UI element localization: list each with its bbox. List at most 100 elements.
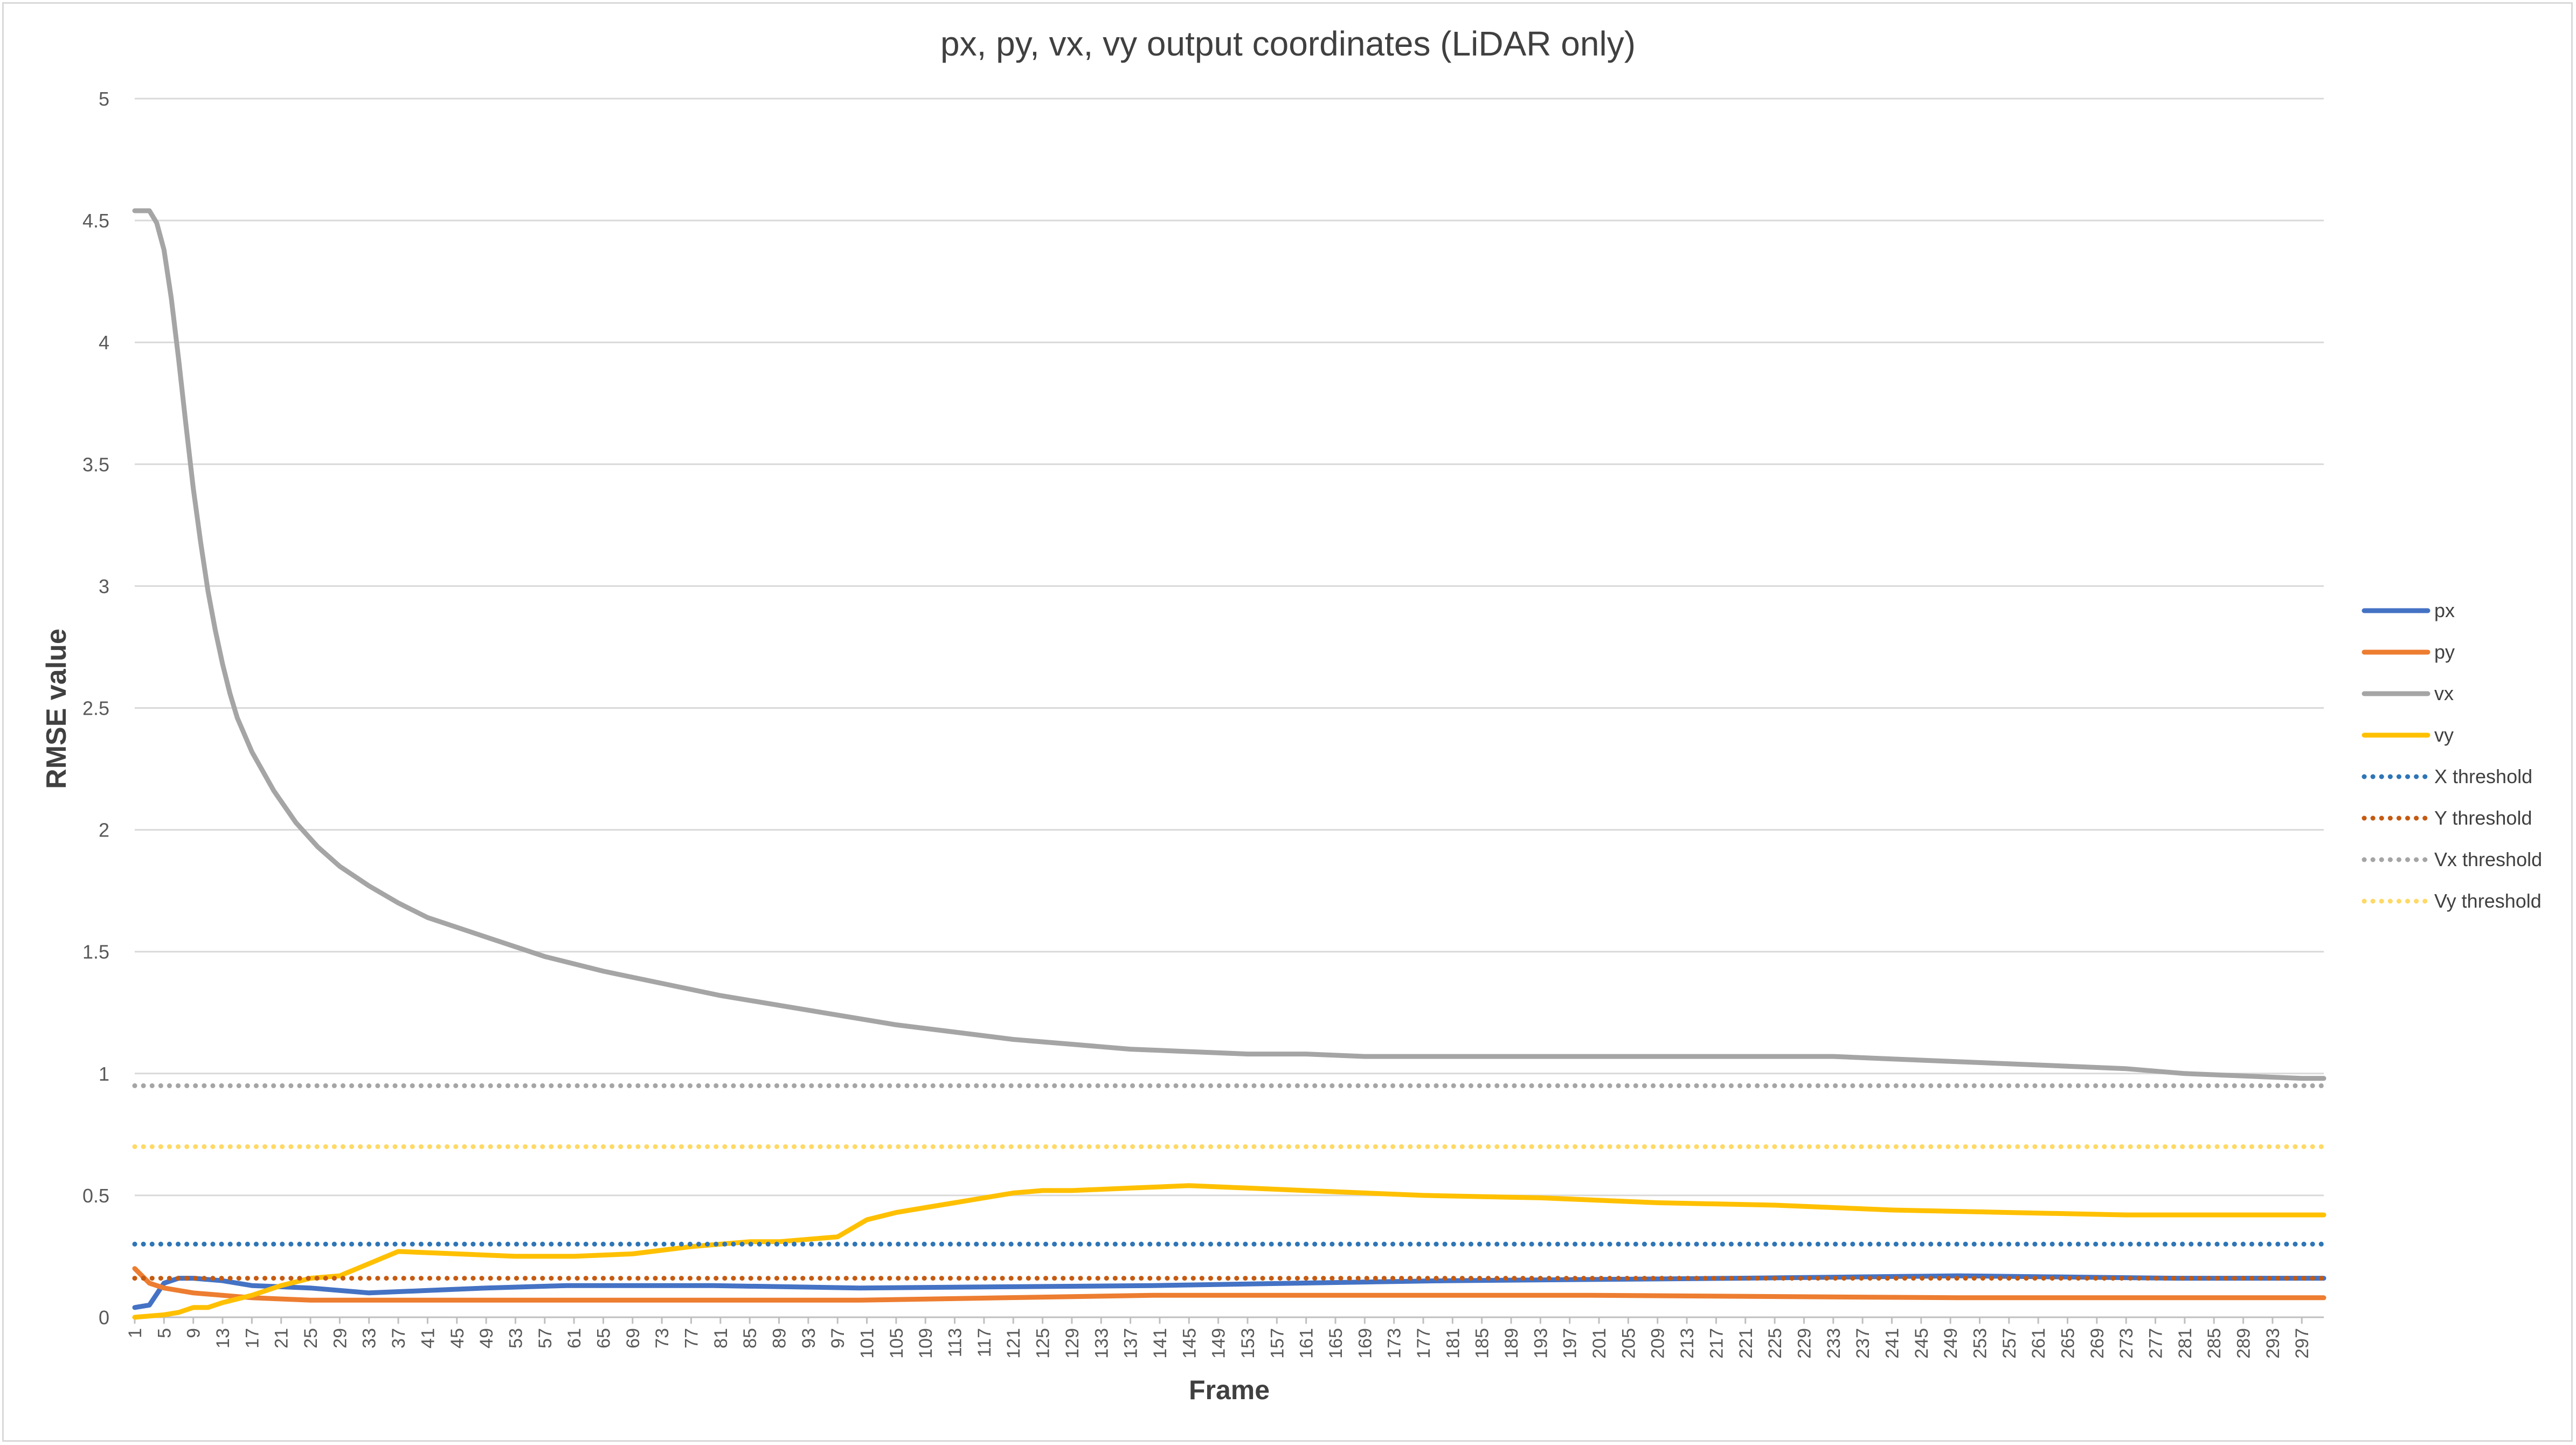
x-tick-label: 197 [1560, 1328, 1581, 1359]
x-tick-label: 137 [1121, 1328, 1141, 1359]
x-tick-label: 169 [1355, 1328, 1375, 1359]
x-tick-label: 117 [974, 1328, 995, 1357]
x-tick-label: 65 [593, 1328, 614, 1349]
x-tick-label: 225 [1765, 1328, 1785, 1359]
y-tick-labels: 0 0.5 1 1.5 2 2.5 3 3.5 4 4.5 5 [82, 88, 109, 1329]
legend-label: Vx threshold [2434, 848, 2542, 870]
x-tick-label: 1 [125, 1328, 146, 1338]
x-tick-label: 289 [2234, 1328, 2254, 1359]
x-tick-label: 105 [887, 1328, 907, 1359]
series-line-py [132, 1266, 2326, 1303]
x-tick-labels: 1 5 9 13 17 21 25 29 33 37 41 45 49 53 57 61 65 69 73 77 81 8… [125, 1317, 2312, 1359]
x-tick-label: 229 [1794, 1328, 1815, 1359]
x-tick-label: 41 [418, 1328, 438, 1349]
x-tick-label: 245 [1912, 1328, 1932, 1359]
x-tick-label: 85 [740, 1328, 760, 1349]
x-tick-label: 285 [2204, 1328, 2225, 1359]
x-tick-label: 281 [2175, 1328, 2196, 1359]
x-tick-label: 57 [535, 1328, 556, 1349]
x-tick-label: 89 [770, 1328, 790, 1349]
y-tick-label: 1 [99, 1063, 109, 1085]
x-tick-label: 253 [1970, 1328, 1990, 1359]
x-tick-label: 161 [1297, 1328, 1317, 1359]
y-tick-label: 4 [99, 331, 109, 354]
x-tick-label: 49 [476, 1328, 497, 1349]
x-tick-label: 153 [1238, 1328, 1258, 1359]
x-tick-label: 101 [857, 1328, 878, 1359]
x-tick-label: 165 [1326, 1328, 1346, 1359]
x-tick-label: 37 [389, 1328, 409, 1349]
x-tick-label: 209 [1648, 1328, 1668, 1359]
x-tick-label: 33 [359, 1328, 380, 1349]
legend-label: Y threshold [2434, 807, 2532, 829]
x-tick-label: 213 [1677, 1328, 1698, 1359]
x-tick-label: 13 [213, 1328, 233, 1349]
x-tick-label: 109 [916, 1328, 936, 1359]
legend-label: X threshold [2434, 765, 2532, 787]
x-tick-label: 25 [301, 1328, 321, 1349]
x-tick-label: 177 [1414, 1328, 1434, 1359]
x-tick-label: 93 [799, 1328, 819, 1349]
x-tick-label: 21 [272, 1328, 292, 1349]
x-tick-label: 233 [1824, 1328, 1844, 1359]
x-tick-label: 133 [1091, 1328, 1112, 1359]
y-tick-label: 5 [99, 88, 109, 110]
x-tick-label: 9 [184, 1328, 204, 1338]
x-tick-label: 241 [1882, 1328, 1902, 1359]
x-tick-label: 205 [1618, 1328, 1639, 1359]
legend-label: vx [2434, 682, 2454, 704]
x-tick-label: 5 [154, 1328, 175, 1338]
x-tick-label: 173 [1384, 1328, 1405, 1359]
x-tick-label: 189 [1501, 1328, 1522, 1359]
x-tick-label: 249 [1941, 1328, 1961, 1359]
x-tick-label: 157 [1267, 1328, 1287, 1359]
chart-title: px, py, vx, vy output coordinates (LiDAR… [940, 24, 1636, 63]
legend: px py vx vy X threshold Y threshold Vx thresho… [2362, 599, 2542, 912]
y-tick-label: 3 [99, 575, 109, 597]
x-tick-label: 201 [1589, 1328, 1610, 1359]
legend-label: Vy threshold [2434, 890, 2542, 912]
x-axis-label: Frame [1188, 1375, 1270, 1405]
y-tick-label: 3.5 [82, 453, 109, 475]
x-tick-label: 61 [564, 1328, 585, 1349]
x-tick-label: 261 [2028, 1328, 2049, 1359]
x-tick-label: 145 [1179, 1328, 1200, 1359]
series-line-vy [132, 1183, 2326, 1320]
x-tick-label: 237 [1853, 1328, 1873, 1359]
x-tick-label: 53 [505, 1328, 526, 1349]
x-tick-label: 193 [1531, 1328, 1551, 1359]
x-tick-label: 273 [2116, 1328, 2137, 1359]
x-tick-label: 221 [1736, 1328, 1756, 1359]
y-tick-label: 2.5 [82, 697, 109, 720]
x-tick-label: 181 [1443, 1328, 1463, 1359]
y-tick-label: 0.5 [82, 1185, 109, 1207]
legend-label: px [2434, 599, 2455, 621]
series-line-px [132, 1273, 2326, 1310]
x-tick-label: 17 [242, 1328, 262, 1349]
y-tick-label: 4.5 [82, 210, 109, 232]
x-tick-label: 297 [2292, 1328, 2312, 1359]
x-tick-label: 277 [2146, 1328, 2166, 1359]
x-tick-label: 141 [1150, 1328, 1171, 1359]
x-tick-label: 73 [652, 1328, 673, 1349]
x-tick-label: 121 [1003, 1328, 1024, 1359]
x-tick-label: 257 [1999, 1328, 2020, 1359]
x-tick-label: 149 [1209, 1328, 1229, 1359]
x-tick-label: 77 [681, 1328, 702, 1349]
series-line-vx [132, 208, 2326, 1081]
x-tick-label: 217 [1706, 1328, 1727, 1359]
y-tick-label: 1.5 [82, 941, 109, 963]
x-tick-label: 129 [1062, 1328, 1083, 1359]
x-tick-label: 29 [330, 1328, 350, 1349]
x-tick-label: 185 [1472, 1328, 1493, 1359]
y-tick-label: 0 [99, 1306, 109, 1329]
legend-label: vy [2434, 724, 2454, 746]
x-tick-label: 69 [623, 1328, 643, 1349]
x-tick-label: 45 [447, 1328, 468, 1349]
legend-label: py [2434, 641, 2455, 663]
x-tick-label: 113 [945, 1328, 966, 1357]
x-tick-label: 265 [2058, 1328, 2079, 1359]
y-tick-label: 2 [99, 819, 109, 841]
